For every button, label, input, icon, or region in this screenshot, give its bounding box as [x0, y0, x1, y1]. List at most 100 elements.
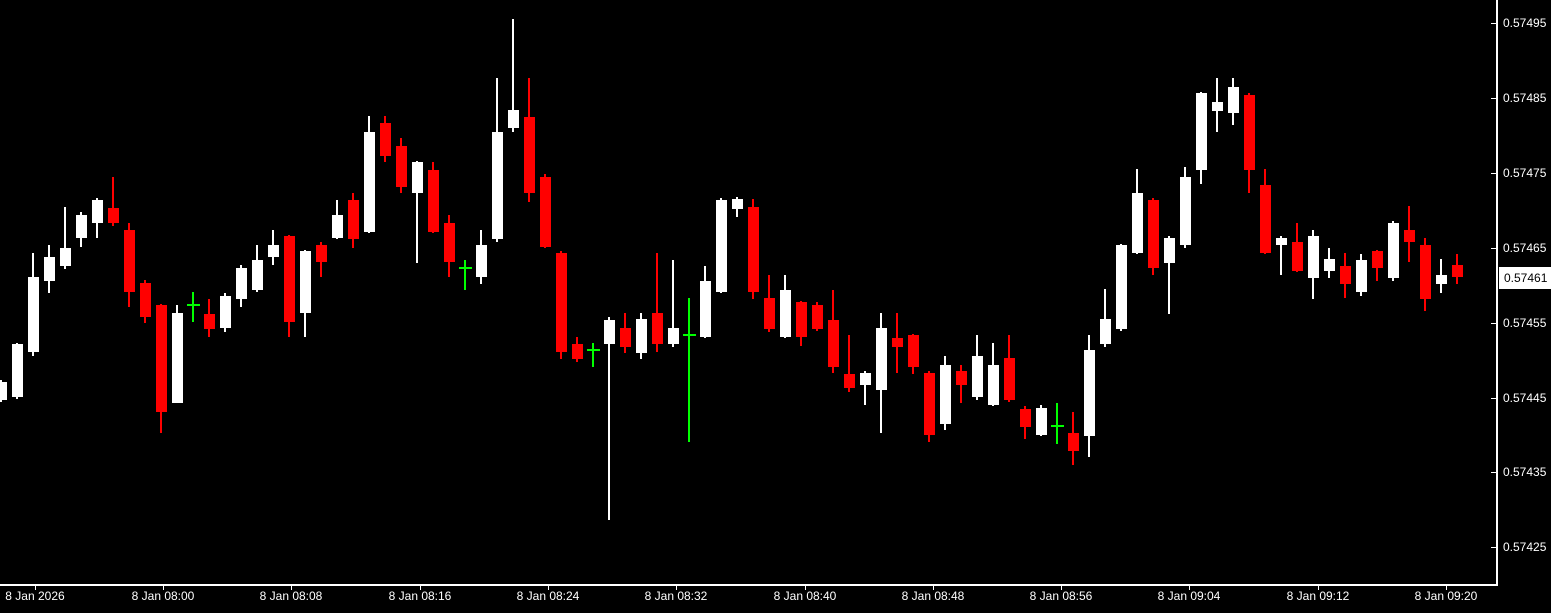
candle-wick — [1104, 288, 1106, 347]
candle-body — [556, 252, 567, 352]
candle-body — [476, 245, 487, 277]
price-tick-mark — [1491, 172, 1497, 174]
candle-body — [332, 214, 343, 238]
candle-body — [12, 344, 23, 397]
candle-body — [268, 244, 279, 257]
price-tick-mark — [1491, 247, 1497, 249]
candle-body — [1164, 237, 1175, 263]
candle-body — [892, 337, 903, 348]
candle-body — [444, 222, 455, 262]
price-tick-mark — [1491, 322, 1497, 324]
candle-body — [924, 372, 935, 435]
time-tick-label: 8 Jan 2026 — [5, 589, 65, 603]
price-tick-mark — [1491, 472, 1497, 474]
candle-body — [1244, 94, 1255, 170]
doji-marker — [459, 266, 472, 269]
doji-marker — [587, 349, 600, 352]
time-tick-mark — [1061, 586, 1062, 590]
time-tick-label: 8 Jan 09:04 — [1157, 589, 1221, 603]
candle-body — [124, 230, 135, 292]
candle-wick — [864, 370, 866, 405]
candle-body — [508, 109, 519, 128]
time-tick-mark — [548, 586, 549, 590]
candle-wick — [1280, 235, 1282, 276]
time-tick-label: 8 Jan 09:12 — [1286, 589, 1350, 603]
candle-body — [1132, 193, 1143, 253]
candle-body — [1068, 432, 1079, 451]
candle-body — [1404, 230, 1415, 242]
price-tick-label: 0.57425 — [1503, 540, 1547, 555]
doji-marker — [187, 304, 200, 307]
candle-body — [780, 289, 791, 337]
candle-body — [396, 145, 407, 188]
candle-body — [1452, 264, 1463, 277]
time-tick-mark — [1189, 586, 1190, 590]
candle-body — [0, 381, 7, 400]
candle-wick — [1056, 403, 1058, 444]
candle-body — [412, 162, 423, 194]
candle-body — [364, 131, 375, 232]
candle-body — [1420, 245, 1431, 300]
candle-wick — [848, 334, 850, 392]
candle-body — [60, 247, 71, 267]
candle-body — [92, 199, 103, 223]
candle-body — [668, 327, 679, 345]
price-axis-line — [1496, 0, 1498, 586]
candle-body — [540, 176, 551, 247]
candle-wick — [416, 160, 418, 263]
candle-body — [236, 267, 247, 299]
candle-body — [1308, 235, 1319, 278]
candle-body — [76, 214, 87, 238]
price-tick-label: 0.57445 — [1503, 390, 1547, 405]
candle-body — [652, 312, 663, 345]
candle-body — [748, 206, 759, 292]
candle-wick — [192, 291, 194, 322]
time-tick-label: 8 Jan 08:00 — [131, 589, 195, 603]
candle-wick — [512, 18, 514, 132]
time-tick-label: 8 Jan 08:32 — [644, 589, 708, 603]
candle-body — [908, 335, 919, 367]
time-tick-label: 8 Jan 08:56 — [1029, 589, 1093, 603]
candle-body — [1180, 176, 1191, 246]
time-tick-label: 8 Jan 08:08 — [259, 589, 323, 603]
candle-body — [1212, 101, 1223, 112]
candle-body — [252, 259, 263, 290]
candle-body — [1292, 242, 1303, 271]
candle-body — [1116, 245, 1127, 329]
candle-body — [732, 199, 743, 210]
candle-body — [940, 364, 951, 425]
candle-body — [284, 236, 295, 322]
candle-body — [604, 319, 615, 345]
candle-wick — [464, 259, 466, 291]
candle-body — [300, 251, 311, 313]
candle-body — [44, 257, 55, 281]
candle-wick — [592, 342, 594, 367]
candle-wick — [64, 206, 66, 270]
time-tick-mark — [933, 586, 934, 590]
candle-body — [764, 297, 775, 329]
price-tick-label: 0.57455 — [1503, 315, 1547, 330]
candle-body — [860, 372, 871, 385]
time-tick-label: 8 Jan 08:40 — [773, 589, 837, 603]
candle-wick — [608, 317, 610, 520]
candle-body — [796, 302, 807, 337]
candle-body — [172, 312, 183, 403]
candle-body — [348, 199, 359, 239]
time-tick-mark — [291, 586, 292, 590]
candle-body — [492, 131, 503, 240]
time-tick-mark — [420, 586, 421, 590]
candle-body — [204, 314, 215, 330]
candle-wick — [656, 252, 658, 352]
candle-wick — [672, 260, 674, 348]
candle-body — [876, 327, 887, 390]
candle-body — [1100, 318, 1111, 345]
candle-body — [220, 296, 231, 328]
candle-body — [828, 320, 839, 367]
candle-body — [812, 304, 823, 329]
price-tick-mark — [1491, 97, 1497, 99]
candle-body — [988, 365, 999, 405]
candle-body — [1260, 184, 1271, 253]
time-tick-mark — [676, 586, 677, 590]
candle-body — [1324, 258, 1335, 271]
